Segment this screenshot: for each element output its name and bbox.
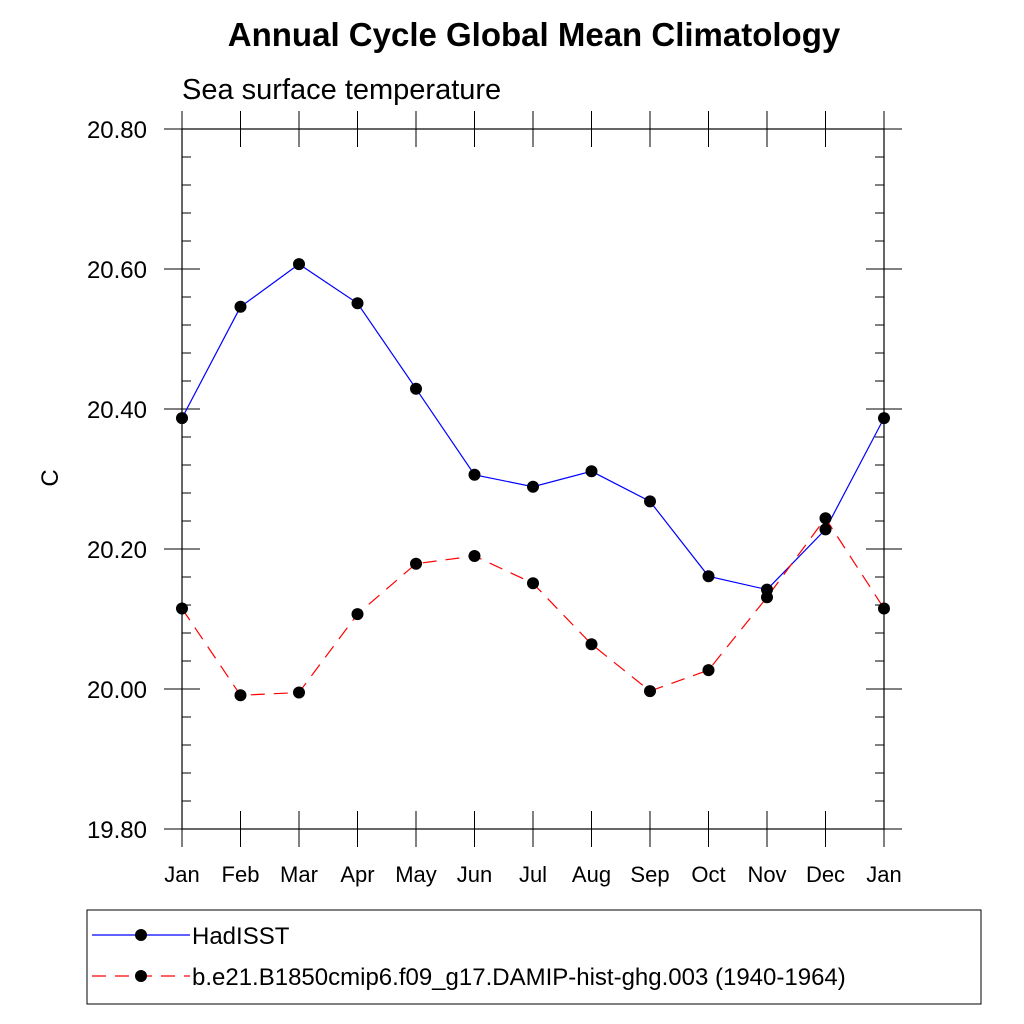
x-tick-label: May — [395, 862, 437, 887]
series-1-point — [702, 664, 715, 677]
series-1-point — [585, 638, 598, 651]
x-tick-label: Dec — [806, 862, 845, 887]
legend-marker-hadisst — [135, 929, 147, 941]
x-tick-label: Feb — [222, 862, 260, 887]
plot-area-frame — [181, 128, 885, 830]
series-0-point — [819, 523, 832, 536]
series-line-1 — [181, 517, 885, 696]
x-tick-label: Sep — [630, 862, 669, 887]
series-0-point — [527, 480, 539, 493]
series-1-point — [468, 550, 481, 562]
series-1-point — [293, 686, 305, 699]
legend-box — [86, 909, 982, 1005]
series-0-point — [293, 258, 305, 271]
x-tick-label: Jan — [866, 862, 901, 887]
x-tick-label: Nov — [747, 862, 786, 887]
y-tick-label: 20.20 — [87, 537, 147, 564]
x-tick-label: Jul — [519, 862, 547, 887]
y-tick-label: 20.00 — [87, 677, 147, 704]
y-tick-label: 19.80 — [87, 817, 147, 844]
series-0-point — [585, 465, 598, 478]
series-0-point — [702, 570, 715, 583]
axes: 19.80 20.00 20.20 20.40 20.60 20.80 Jan Feb Mar A… — [87, 111, 902, 887]
x-tick-label: Oct — [691, 862, 725, 887]
series-0-point — [176, 412, 188, 425]
x-tick-label: Jan — [164, 862, 199, 887]
series-0-point — [468, 468, 481, 481]
series-0-point — [234, 300, 247, 313]
x-tick-label: Apr — [340, 862, 374, 887]
series-1-point — [878, 602, 890, 615]
y-tick-label: 20.80 — [87, 117, 147, 144]
chart-subtitle: Sea surface temperature — [182, 74, 501, 106]
series-1-point — [234, 689, 247, 702]
x-tick-label: Aug — [572, 862, 611, 887]
series-0-point — [878, 412, 890, 425]
series-line-0 — [181, 263, 885, 591]
series-layer — [176, 258, 890, 702]
series-1-point — [644, 685, 656, 698]
series-1-point — [176, 602, 188, 615]
series-0-point — [644, 495, 656, 508]
series-0-point — [351, 297, 364, 310]
legend-label-model: b.e21.B1850cmip6.f09_g17.DAMIP-hist-ghg.… — [192, 964, 846, 991]
series-0-point — [410, 382, 422, 395]
legend-marker-model — [135, 970, 147, 982]
x-tick-label: Mar — [280, 862, 318, 887]
y-axis-label: C — [37, 469, 64, 486]
legend-label-hadisst: HadISST — [192, 923, 290, 950]
x-tick-label: Jun — [457, 862, 492, 887]
series-1-point — [761, 591, 773, 604]
series-1-point — [527, 577, 539, 590]
series-1-point — [351, 608, 364, 621]
y-tick-label: 20.40 — [87, 397, 147, 424]
series-1-point — [819, 512, 832, 525]
series-1-point — [410, 557, 422, 570]
chart-title: Annual Cycle Global Mean Climatology — [228, 16, 841, 53]
legend: HadISST b.e21.B1850cmip6.f09_g17.DAMIP-h… — [92, 923, 846, 991]
y-tick-label: 20.60 — [87, 257, 147, 284]
